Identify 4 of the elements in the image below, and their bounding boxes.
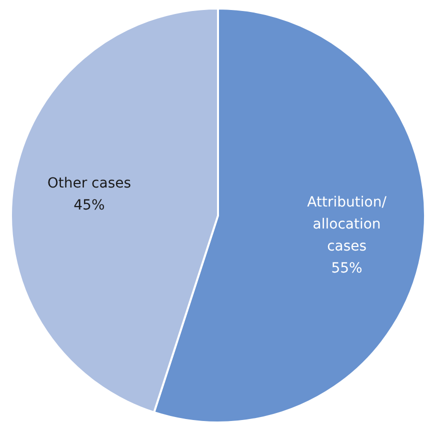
slice-label: Other cases <box>47 176 132 192</box>
data-label: 55% <box>331 260 362 277</box>
slice-label: Attribution/allocation cases <box>307 194 387 255</box>
data-label: 45% <box>74 198 105 214</box>
